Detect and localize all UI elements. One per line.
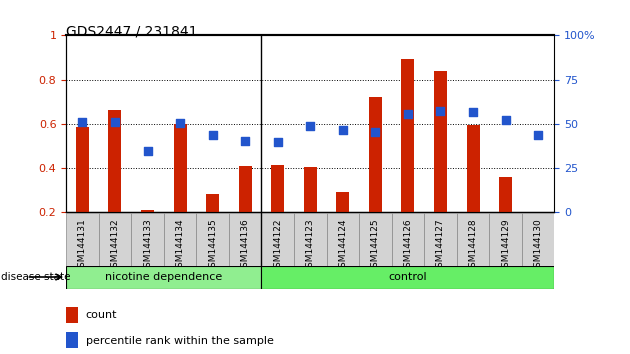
Bar [197, 213, 229, 266]
Bar [424, 213, 457, 266]
Point [305, 123, 315, 129]
Text: GSM144132: GSM144132 [110, 218, 120, 273]
Text: GSM144128: GSM144128 [469, 218, 478, 273]
Text: GDS2447 / 231841: GDS2447 / 231841 [66, 25, 198, 39]
Point [110, 119, 120, 125]
Text: GSM144130: GSM144130 [534, 218, 542, 273]
Bar [499, 177, 512, 212]
Point [207, 132, 218, 137]
Bar [336, 193, 349, 212]
Bar [66, 213, 99, 266]
Text: GSM144136: GSM144136 [241, 218, 249, 273]
Bar [261, 266, 554, 289]
Point [403, 111, 413, 117]
Bar [359, 213, 392, 266]
Bar [457, 213, 490, 266]
Bar [261, 213, 294, 266]
Point [142, 149, 152, 154]
Bar [304, 167, 317, 212]
Text: GSM144133: GSM144133 [143, 218, 152, 273]
Bar [271, 165, 284, 212]
Bar [164, 213, 197, 266]
Point [468, 109, 478, 114]
Text: nicotine dependence: nicotine dependence [105, 272, 222, 282]
Text: GSM144131: GSM144131 [78, 218, 87, 273]
Bar [229, 213, 261, 266]
Point [500, 118, 510, 123]
Bar [401, 59, 415, 212]
Text: GSM144129: GSM144129 [501, 218, 510, 273]
Bar [490, 213, 522, 266]
Point [175, 120, 185, 126]
Bar [99, 213, 131, 266]
Point [533, 132, 543, 138]
Bar [522, 213, 554, 266]
Bar [369, 97, 382, 212]
Point [273, 139, 283, 145]
Bar [326, 213, 359, 266]
Text: GSM144125: GSM144125 [371, 218, 380, 273]
Text: GSM144123: GSM144123 [306, 218, 315, 273]
Point [370, 129, 381, 135]
Bar [108, 109, 122, 212]
Bar [66, 307, 78, 323]
Text: GSM144126: GSM144126 [403, 218, 413, 273]
Bar [66, 332, 78, 348]
Text: GSM144122: GSM144122 [273, 218, 282, 273]
Text: control: control [389, 272, 427, 282]
Bar [76, 127, 89, 212]
Point [240, 138, 250, 144]
Bar [66, 266, 261, 289]
Point [338, 127, 348, 133]
Bar [294, 213, 326, 266]
Bar [466, 125, 479, 212]
Bar [131, 213, 164, 266]
Bar [206, 194, 219, 212]
Bar [239, 166, 251, 212]
Text: GSM144127: GSM144127 [436, 218, 445, 273]
Text: count: count [86, 310, 117, 320]
Text: disease state: disease state [1, 272, 70, 282]
Text: GSM144135: GSM144135 [208, 218, 217, 273]
Point [77, 119, 88, 125]
Text: GSM144124: GSM144124 [338, 218, 347, 273]
Bar [141, 210, 154, 212]
Point [435, 108, 445, 113]
Bar [173, 124, 186, 212]
Text: percentile rank within the sample: percentile rank within the sample [86, 336, 273, 346]
Bar [434, 71, 447, 212]
Text: GSM144134: GSM144134 [176, 218, 185, 273]
Bar [392, 213, 424, 266]
